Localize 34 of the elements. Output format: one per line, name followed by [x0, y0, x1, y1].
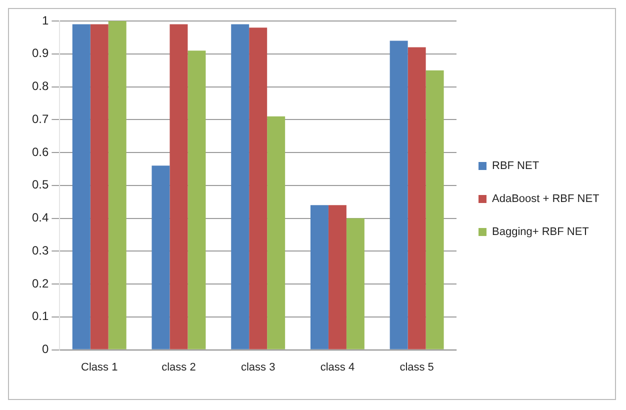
bar	[390, 40, 408, 350]
bar	[170, 24, 188, 350]
y-tick-label: 0.1	[32, 309, 49, 324]
y-tick-label: 0	[42, 342, 49, 356]
bar	[310, 205, 328, 350]
legend-label: AdaBoost + RBF NET	[492, 193, 600, 206]
bar	[152, 166, 170, 350]
bar	[188, 50, 206, 350]
bar	[231, 24, 250, 350]
bar	[408, 47, 426, 350]
legend-label: RBF NET	[492, 160, 540, 172]
y-tick-label: 0.7	[32, 112, 49, 126]
y-tick-label: 0.6	[32, 144, 49, 159]
bar	[249, 28, 268, 350]
y-tick-label: 0.8	[32, 79, 49, 94]
y-tick-label: 0.4	[32, 210, 49, 225]
x-tick-label: class 4	[320, 361, 355, 374]
y-tick-label: 0.9	[32, 46, 49, 60]
bar	[90, 24, 108, 350]
x-tick-label: Class 1	[81, 361, 118, 374]
bar	[267, 116, 286, 350]
bar	[346, 218, 364, 350]
y-tick-label: 0.3	[32, 243, 49, 258]
y-tick-label: 0.2	[32, 276, 49, 290]
legend-label: Bagging+ RBF NET	[492, 226, 590, 238]
bar	[328, 205, 346, 350]
x-tick-label: class 5	[400, 361, 434, 374]
x-tick-label: class 3	[240, 361, 276, 374]
x-tick-label: class 2	[162, 361, 196, 374]
y-tick-label: 1	[42, 13, 49, 28]
bar	[108, 21, 126, 350]
y-tick-label: 0.5	[32, 178, 49, 192]
bar	[426, 70, 444, 350]
bar	[72, 24, 90, 350]
